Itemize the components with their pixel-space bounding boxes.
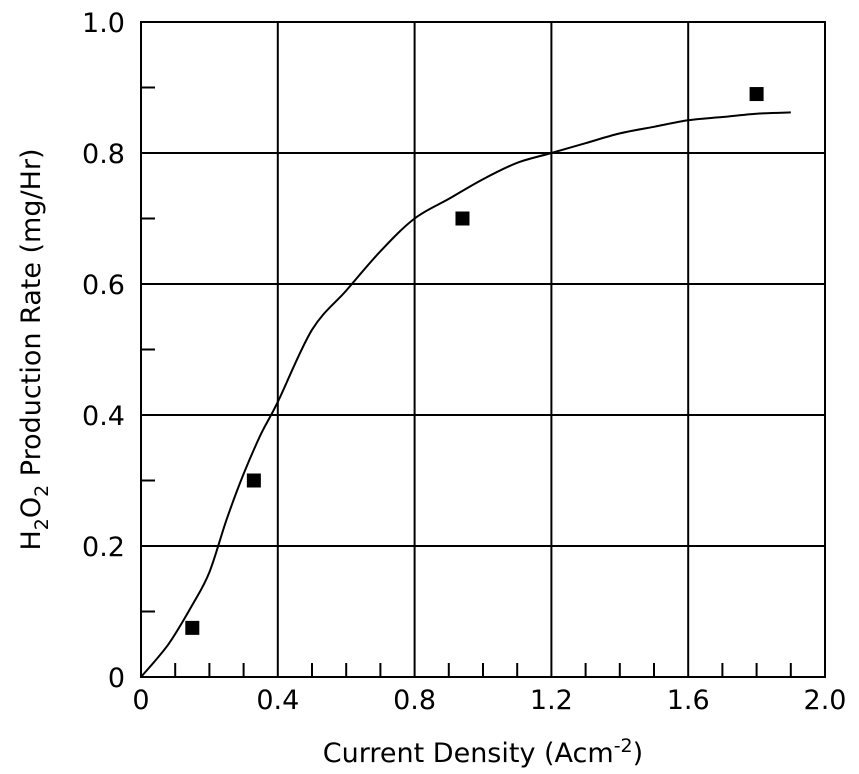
curve-layer xyxy=(140,111,791,678)
x-axis-label-main: Current Density (Acm xyxy=(323,738,614,769)
x-tick-label: 1.6 xyxy=(667,685,710,716)
x-axis-label: Current Density (Acm-2) xyxy=(323,735,643,769)
y-tick-label: 1.0 xyxy=(82,8,125,39)
y-tick-label: 0.2 xyxy=(82,532,125,563)
x-axis-label-superscript: -2 xyxy=(614,735,633,757)
y-axis-label: H2O2 Production Rate (mg/Hr) xyxy=(16,148,53,550)
marker-layer xyxy=(185,87,764,635)
x-axis-label-close: ) xyxy=(633,738,644,769)
minor-ticks xyxy=(141,86,792,677)
x-tick-labels: 0 0.4 0.8 1.2 1.6 2.0 xyxy=(132,685,846,716)
data-point-marker xyxy=(749,87,764,102)
y-tick-label: 0.4 xyxy=(82,401,125,432)
y-axis-label-rest: Production Rate (mg/Hr) xyxy=(16,148,47,484)
y-axis-label-sub1: 2 xyxy=(31,518,53,530)
gridlines xyxy=(140,21,826,678)
x-tick-label: 0 xyxy=(132,685,149,716)
x-tick-label: 0.8 xyxy=(393,685,436,716)
y-tick-label: 0.6 xyxy=(82,270,125,301)
data-point-marker xyxy=(246,473,261,488)
y-tick-label: 0.8 xyxy=(82,139,125,170)
fit-curve xyxy=(140,111,791,678)
y-axis-label-o: O xyxy=(16,497,47,518)
plot-frame xyxy=(140,21,826,678)
y-tick-label: 0 xyxy=(108,663,125,694)
y-tick-labels: 0 0.2 0.4 0.6 0.8 1.0 xyxy=(82,8,125,694)
x-tick-label: 0.4 xyxy=(256,685,299,716)
data-point-marker xyxy=(455,211,470,226)
data-point-marker xyxy=(185,620,200,635)
x-tick-label: 1.2 xyxy=(530,685,573,716)
x-tick-label: 2.0 xyxy=(804,685,847,716)
y-axis-label-sub2: 2 xyxy=(31,485,53,497)
y-axis-label-h: H xyxy=(16,530,47,550)
